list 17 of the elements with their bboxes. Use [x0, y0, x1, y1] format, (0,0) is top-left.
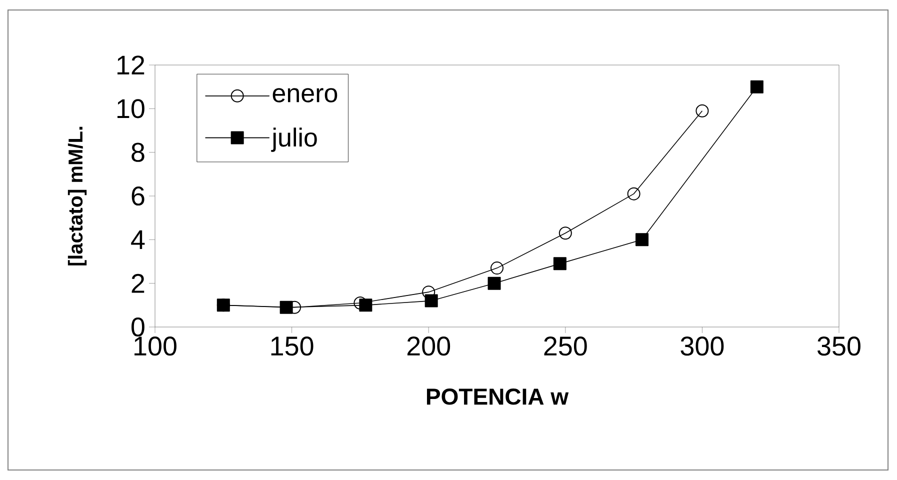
x-tick-label: 350: [818, 336, 860, 356]
x-tick-label: 250: [544, 336, 587, 356]
x-axis-title: POTENCIA w: [426, 388, 569, 405]
y-axis-title: [lactato] mM/L.: [68, 126, 87, 266]
legend-label: julio: [271, 128, 317, 152]
y-tick-label: 0: [132, 317, 144, 337]
legend-label: enero: [272, 88, 338, 102]
y-tick-label: 2: [132, 274, 144, 293]
x-tick-label: 300: [680, 336, 724, 356]
y-tick-label: 8: [132, 142, 144, 162]
y-tick-label: 10: [117, 99, 144, 118]
y-tick-label: 6: [132, 186, 144, 206]
x-tick-label: 150: [271, 336, 314, 356]
x-tick-label: 100: [134, 336, 176, 356]
x-tick-label: 200: [407, 336, 450, 356]
y-tick-label: 12: [117, 56, 144, 74]
y-tick-label: 4: [131, 230, 145, 249]
